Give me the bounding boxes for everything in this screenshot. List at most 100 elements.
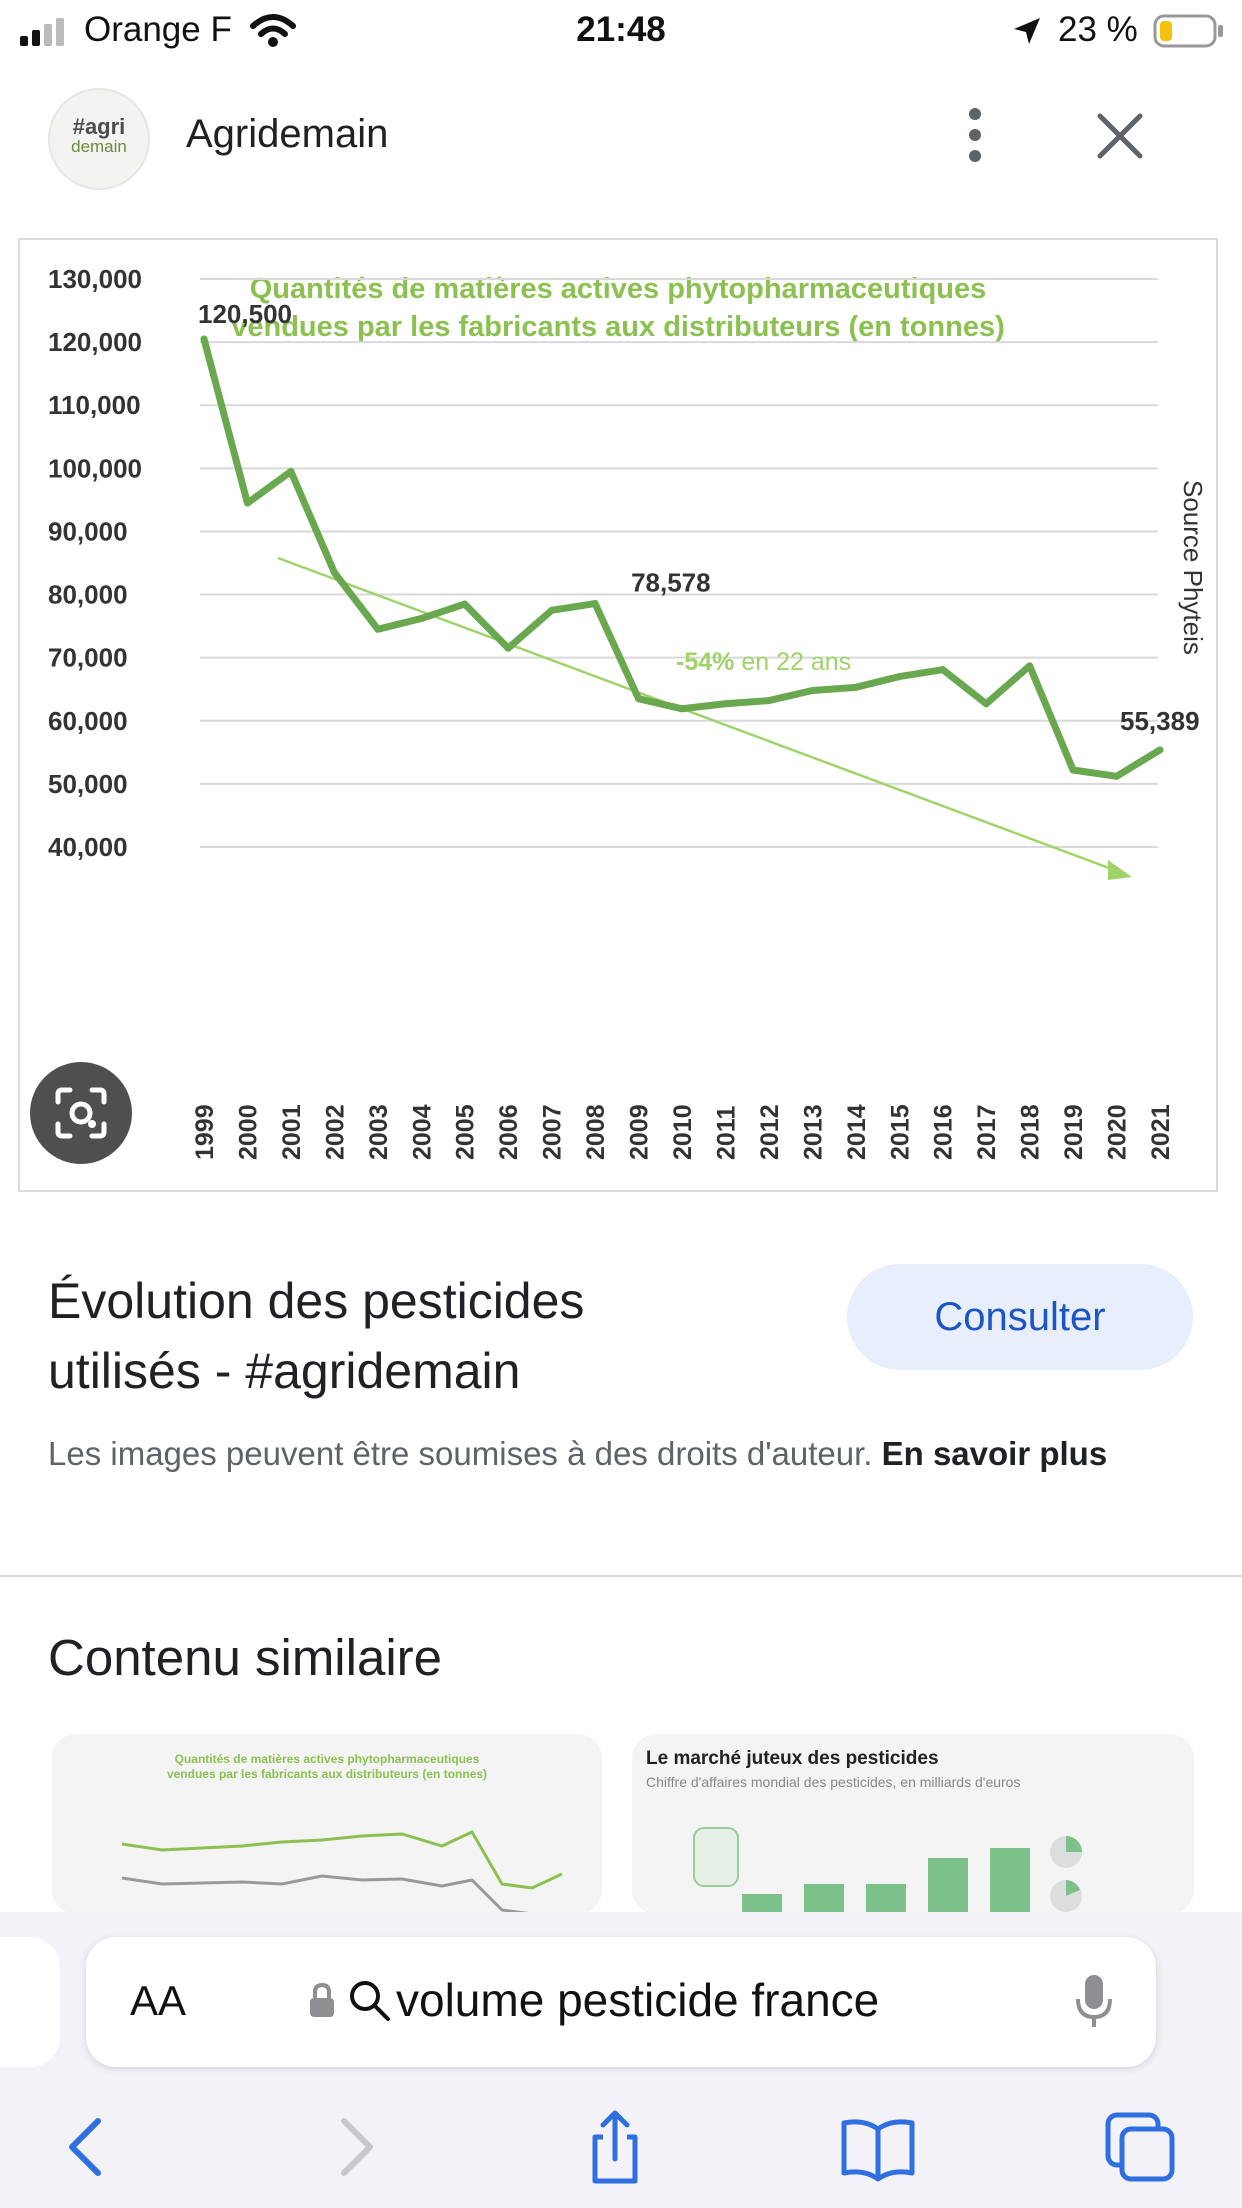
- share-icon[interactable]: [575, 2107, 655, 2187]
- divider: [0, 1575, 1242, 1577]
- trend-label-percent: -54%: [676, 648, 734, 676]
- thumb2-subtitle: Chiffre d'affaires mondial des pesticide…: [646, 1774, 1021, 1790]
- similar-content-heading: Contenu similaire: [48, 1629, 443, 1686]
- bookmarks-icon[interactable]: [838, 2107, 918, 2187]
- data-point: [417, 615, 425, 623]
- data-point: [808, 686, 816, 694]
- y-tick-label: 80,000: [48, 580, 128, 610]
- data-point: [1026, 662, 1034, 670]
- address-bar[interactable]: AA volume pesticide france: [86, 1937, 1156, 2067]
- thumb1-title-line1: Quantités de matières actives phytopharm…: [174, 1752, 480, 1766]
- back-icon[interactable]: [46, 2107, 126, 2187]
- x-tick-label: 2002: [321, 1104, 349, 1160]
- lock-icon: [310, 1982, 334, 2017]
- y-tick-label: 120,000: [48, 327, 142, 357]
- data-point: [374, 625, 382, 633]
- data-point: [1113, 772, 1121, 780]
- data-point: [461, 600, 469, 608]
- y-tick-label: 90,000: [48, 516, 128, 546]
- line-chart: 130,000 120,000 110,000 100,000 90,000 80,000…: [48, 264, 1208, 1160]
- thumb1-title-line2: vendues par les fabricants aux distribut…: [166, 1767, 488, 1781]
- microphone-icon[interactable]: [1074, 1973, 1114, 2031]
- logo-text: #agri: [72, 114, 126, 139]
- x-tick-label: 2014: [843, 1104, 871, 1160]
- x-tick-label: 2009: [626, 1104, 654, 1160]
- lens-search-button[interactable]: [30, 1062, 132, 1164]
- similar-thumbnail-1[interactable]: Quantités de matières actives phytopharm…: [52, 1734, 602, 1914]
- x-tick-label: 2011: [712, 1106, 740, 1160]
- trend-label: -54% en 22 ans: [676, 648, 851, 676]
- x-tick-label: 2021: [1147, 1104, 1175, 1160]
- x-tick-label: 2005: [452, 1104, 480, 1160]
- trend-label-rest: en 22 ans: [734, 648, 851, 676]
- x-tick-label: 2012: [756, 1104, 784, 1160]
- x-tick-label: 2004: [408, 1104, 436, 1160]
- data-point: [330, 568, 338, 576]
- source-label: Source Phyteis: [1178, 480, 1208, 655]
- site-logo[interactable]: #agri demain: [48, 88, 150, 190]
- x-tick-label: 2013: [799, 1104, 827, 1160]
- data-point: [1156, 746, 1164, 754]
- status-bar: Orange F 21:48 23 %: [0, 0, 1242, 62]
- x-tick-label: 1999: [191, 1104, 219, 1160]
- forward-icon[interactable]: [316, 2107, 396, 2187]
- y-tick-label: 50,000: [48, 769, 128, 799]
- similar-thumbnail-2[interactable]: Le marché juteux des pesticides Chiffre …: [632, 1734, 1194, 1914]
- signal-icon: [20, 18, 64, 46]
- y-tick-label: 110,000: [48, 390, 141, 420]
- x-tick-label: 2010: [669, 1104, 697, 1160]
- chart-image[interactable]: Quantités de matières actives phytopharm…: [18, 238, 1218, 1192]
- reader-options-button[interactable]: AA: [130, 1977, 187, 2024]
- data-point: [678, 705, 686, 713]
- y-tick-label: 130,000: [48, 264, 142, 294]
- thumb1-title: Quantités de matières actives phytopharm…: [52, 1752, 602, 1782]
- data-label: 120,500: [198, 299, 292, 329]
- y-tick-label: 40,000: [48, 832, 128, 862]
- data-point: [1069, 766, 1077, 774]
- location-arrow-icon: [1014, 18, 1040, 44]
- logo-subtext: demain: [71, 137, 127, 156]
- lens-icon: [55, 1087, 107, 1139]
- data-point: [765, 697, 773, 705]
- clock: 21:48: [576, 10, 666, 49]
- data-point: [852, 683, 860, 691]
- result-title[interactable]: Évolution des pesticides utilisés - #agr…: [48, 1273, 585, 1399]
- x-tick-label: 2006: [495, 1104, 523, 1160]
- x-tick-label: 2020: [1104, 1104, 1132, 1160]
- trend-arrow-line: [277, 556, 1126, 876]
- copyright-text: Les images peuvent être soumises à des d…: [48, 1435, 873, 1472]
- close-icon[interactable]: [1090, 106, 1150, 166]
- data-point: [504, 644, 512, 652]
- data-point: [287, 467, 295, 475]
- search-query[interactable]: volume pesticide france: [396, 1974, 880, 2026]
- y-tick-label: 60,000: [48, 706, 128, 736]
- trend-arrow-head: [1108, 860, 1132, 880]
- data-point: [939, 666, 947, 674]
- learn-more-link[interactable]: En savoir plus: [881, 1435, 1108, 1472]
- data-point: [895, 673, 903, 681]
- thumb2-title: Le marché juteux des pesticides: [646, 1748, 939, 1769]
- x-tick-label: 2017: [973, 1104, 1001, 1160]
- data-point: [548, 606, 556, 614]
- x-tick-label: 2016: [930, 1104, 958, 1160]
- x-tick-label: 2001: [278, 1104, 306, 1160]
- browser-toolbar: AA volume pesticide france: [0, 1912, 1242, 2208]
- x-tick-label: 2003: [365, 1104, 393, 1160]
- data-point: [721, 700, 729, 708]
- site-name[interactable]: Agridemain: [186, 112, 389, 156]
- x-tick-label: 2008: [582, 1104, 610, 1160]
- y-tick-label: 70,000: [48, 643, 128, 673]
- x-tick-label: 2015: [886, 1104, 914, 1160]
- chart-title-line2: vendues par les fabricants aux distribut…: [231, 311, 1005, 343]
- data-label: 78,578: [631, 568, 711, 598]
- more-options-icon[interactable]: [950, 100, 1000, 170]
- copyright-notice: Les images peuvent être soumises à des d…: [48, 1430, 1198, 1478]
- data-label: 55,389: [1120, 706, 1200, 736]
- tabs-icon[interactable]: [1100, 2107, 1180, 2187]
- data-point: [982, 700, 990, 708]
- data-point: [243, 499, 251, 507]
- carrier-name: Orange F: [84, 10, 232, 49]
- consult-button[interactable]: Consulter: [847, 1264, 1193, 1370]
- wifi-icon: [250, 14, 296, 47]
- previous-tab-preview[interactable]: [0, 1937, 60, 2067]
